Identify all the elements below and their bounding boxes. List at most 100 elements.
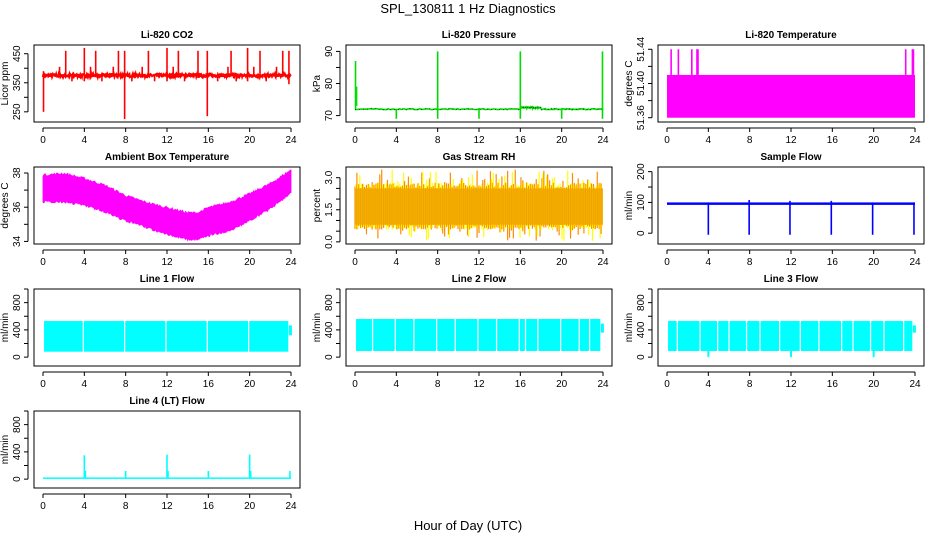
y-tick-label: 51.44 xyxy=(636,36,647,61)
x-tick-label: 12 xyxy=(161,379,173,390)
x-tick-label: 8 xyxy=(123,501,129,512)
panel-title: Ambient Box Temperature xyxy=(105,152,230,163)
flow-band xyxy=(677,321,700,352)
x-tick-label: 24 xyxy=(285,257,297,268)
x-tick-label: 8 xyxy=(435,379,441,390)
plot-frame xyxy=(345,288,613,367)
flow-band xyxy=(871,321,884,352)
flow-band xyxy=(590,318,601,352)
flow-band xyxy=(44,321,83,352)
plot-area xyxy=(667,49,915,118)
flow-band xyxy=(455,318,478,352)
x-tick-label: 8 xyxy=(747,257,753,268)
flow-band xyxy=(395,318,414,352)
x-tick-label: 4 xyxy=(82,135,88,146)
flow-band-end xyxy=(600,323,604,333)
x-tick-label: 0 xyxy=(664,135,670,146)
flow-band-end xyxy=(912,325,916,333)
plot-area xyxy=(668,321,916,358)
x-tick-label: 4 xyxy=(394,257,400,268)
flow-band xyxy=(373,318,395,352)
y-axis-label: ml/min xyxy=(0,313,11,342)
x-axis: 0 4 8 12 16 20 24 xyxy=(664,249,921,268)
panel-title: Sample Flow xyxy=(760,152,821,163)
series-band xyxy=(667,74,915,118)
y-tick-label: 80 xyxy=(324,78,335,90)
x-tick-label: 8 xyxy=(123,257,129,268)
y-tick-label: 51.40 xyxy=(636,71,647,96)
x-tick-label: 12 xyxy=(785,379,797,390)
x-axis: 0 4 8 12 16 20 24 xyxy=(40,249,297,268)
plot-frame xyxy=(33,410,301,489)
panel-li820-pressure: Li-820 Pressure 0 4 8 12 16 20 24 70 80 90 kPa xyxy=(312,30,613,146)
x-tick-label: 16 xyxy=(827,257,839,268)
series-line-2-flow xyxy=(356,318,604,352)
plot-frame xyxy=(657,166,925,245)
flow-band xyxy=(747,321,760,352)
x-tick-label: 4 xyxy=(82,501,88,512)
x-tick-label: 12 xyxy=(161,501,173,512)
flow-band xyxy=(884,321,904,352)
panel-title: Line 3 Flow xyxy=(764,274,819,285)
x-tick-label: 0 xyxy=(664,379,670,390)
flow-band xyxy=(437,318,455,352)
plot-frame xyxy=(33,166,301,245)
x-tick-label: 4 xyxy=(394,379,400,390)
y-tick-label: 800 xyxy=(636,294,647,311)
x-tick-label: 12 xyxy=(473,257,485,268)
x-tick-label: 24 xyxy=(909,135,921,146)
x-tick-label: 12 xyxy=(785,257,797,268)
flow-band xyxy=(166,321,207,352)
x-tick-label: 20 xyxy=(244,501,256,512)
y-axis-label: kPa xyxy=(312,74,323,92)
y-tick-label: 38 xyxy=(12,167,23,179)
x-tick-label: 24 xyxy=(597,135,609,146)
series-segment-points xyxy=(520,106,542,110)
x-tick-label: 12 xyxy=(785,135,797,146)
x-tick-label: 24 xyxy=(909,257,921,268)
x-tick-label: 24 xyxy=(285,135,297,146)
x-tick-label: 0 xyxy=(352,379,358,390)
y-tick-label: 90 xyxy=(324,45,335,57)
x-tick-label: 24 xyxy=(597,257,609,268)
plot-area xyxy=(43,454,291,479)
x-tick-label: 8 xyxy=(123,135,129,146)
y-tick-label: 400 xyxy=(324,321,335,338)
x-tick-label: 4 xyxy=(706,135,712,146)
x-tick-label: 8 xyxy=(435,135,441,146)
y-tick-label: 800 xyxy=(12,294,23,311)
plot-frame xyxy=(345,44,613,123)
y-axis-label: ml/min xyxy=(624,191,635,220)
flow-band xyxy=(414,318,437,352)
x-tick-label: 0 xyxy=(664,257,670,268)
y-axis-label: ml/min xyxy=(624,313,635,342)
x-tick-label: 0 xyxy=(40,501,46,512)
y-axis-label: ml/min xyxy=(0,435,11,464)
series-line-4-lt-flow xyxy=(43,454,291,479)
x-axis: 0 4 8 12 16 20 24 xyxy=(40,371,297,390)
y-tick-label: 34 xyxy=(12,235,23,247)
series-li820-pressure xyxy=(354,51,604,119)
x-tick-label: 0 xyxy=(352,257,358,268)
y-tick-label: 400 xyxy=(12,321,23,338)
y-tick-label: 350 xyxy=(12,74,23,91)
flow-band xyxy=(519,318,525,352)
flow-band xyxy=(729,321,746,352)
x-tick-label: 4 xyxy=(394,135,400,146)
flow-band xyxy=(207,321,249,352)
x-tick-label: 20 xyxy=(868,257,880,268)
x-tick-label: 12 xyxy=(473,379,485,390)
x-tick-label: 0 xyxy=(40,257,46,268)
y-tick-label: 450 xyxy=(12,45,23,62)
series-line-1-flow xyxy=(44,321,292,352)
x-axis: 0 4 8 12 16 20 24 xyxy=(40,493,297,512)
